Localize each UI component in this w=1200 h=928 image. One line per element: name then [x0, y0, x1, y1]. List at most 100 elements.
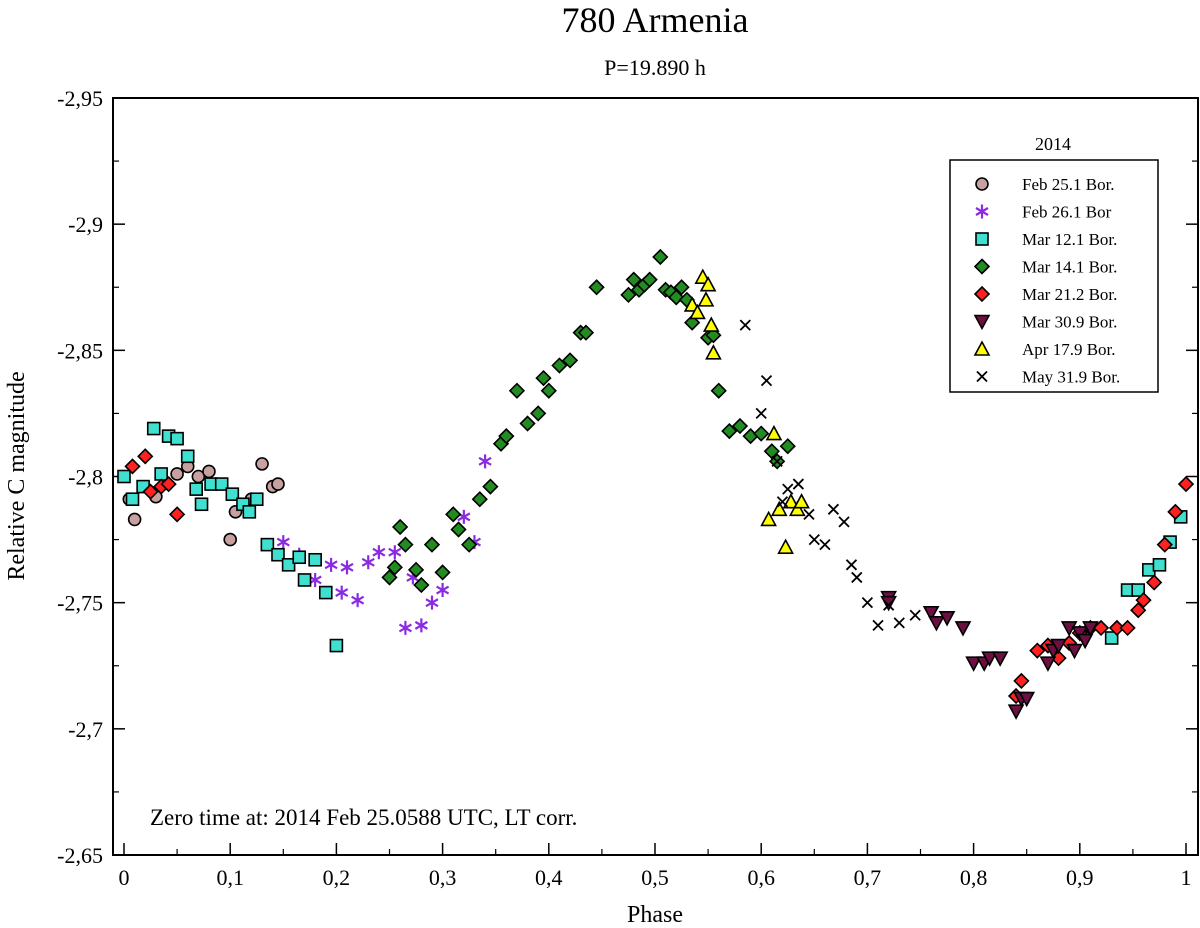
data-point	[170, 467, 184, 481]
legend-item: Feb 26.1 Bor	[975, 203, 1112, 222]
data-point	[845, 559, 858, 571]
legend-label: Apr 17.9 Bor.	[1022, 340, 1116, 359]
data-point	[1082, 621, 1099, 637]
data-point	[1177, 475, 1195, 493]
data-point	[530, 405, 547, 422]
data-point	[1119, 619, 1136, 637]
data-point	[297, 573, 312, 587]
x-tick-label: 0,7	[854, 865, 882, 890]
data-point	[407, 561, 425, 578]
legend-label: Mar 30.9 Bor.	[1022, 313, 1117, 332]
data-point	[861, 597, 874, 609]
data-point	[893, 617, 905, 629]
data-point	[577, 324, 595, 341]
data-point	[777, 538, 794, 554]
data-point	[450, 521, 467, 538]
data-point	[445, 506, 462, 523]
data-point	[461, 536, 478, 553]
data-point	[1076, 633, 1094, 650]
chart-subtitle: P=19.890 h	[604, 55, 706, 80]
data-point	[909, 609, 921, 621]
data-point	[125, 492, 140, 507]
data-point	[760, 510, 777, 527]
data-point	[413, 576, 430, 594]
data-point	[1152, 558, 1167, 572]
legend-item: May 31.9 Bor.	[976, 368, 1120, 387]
y-tick-label: -2,8	[68, 465, 103, 490]
data-point	[1167, 503, 1184, 520]
data-point	[792, 478, 805, 490]
data-point	[588, 279, 605, 296]
legend-marker	[975, 204, 989, 219]
data-point	[673, 279, 690, 296]
data-point	[1130, 602, 1147, 619]
data-point	[292, 550, 307, 565]
data-point	[1039, 656, 1057, 672]
data-point	[170, 431, 184, 446]
data-point	[689, 303, 706, 320]
data-point	[782, 493, 800, 509]
data-point	[1146, 574, 1163, 591]
data-point	[1131, 583, 1146, 597]
data-point	[788, 500, 806, 517]
data-point	[938, 611, 956, 627]
data-point	[189, 482, 204, 496]
data-point	[793, 493, 810, 509]
legend-marker	[975, 177, 989, 191]
data-point	[1007, 704, 1025, 720]
data-point	[423, 536, 441, 553]
x-axis-label: Phase	[627, 902, 683, 928]
data-point	[271, 477, 285, 491]
data-point	[381, 569, 398, 586]
data-point	[361, 555, 375, 570]
data-point	[753, 425, 770, 442]
data-point	[457, 509, 471, 524]
x-tick-label: 0	[119, 865, 130, 890]
data-point	[1156, 536, 1173, 553]
data-point	[765, 424, 783, 441]
data-point	[540, 382, 557, 399]
legend-item: Mar 14.1 Bor.	[973, 258, 1117, 277]
series-6	[683, 268, 810, 554]
series-2	[117, 421, 1188, 653]
data-point	[142, 483, 159, 500]
x-tick-label: 0,4	[535, 865, 563, 890]
y-tick-label: -2,75	[57, 591, 103, 616]
data-point	[482, 478, 499, 495]
y-axis: -2,95 -2,9 -2,85 -2,8 -2,75 -2,7 -2,65	[57, 86, 1198, 868]
data-point	[561, 352, 579, 369]
y-tick-label: -2,9	[68, 212, 103, 237]
data-point	[981, 651, 998, 667]
data-point	[425, 595, 439, 610]
legend-label: Mar 14.1 Bor.	[1022, 258, 1117, 277]
data-point	[508, 382, 526, 399]
x-tick-label: 0,2	[323, 865, 351, 890]
data-point	[827, 503, 840, 515]
data-point	[223, 532, 237, 547]
data-point	[137, 448, 154, 465]
data-point	[255, 457, 269, 471]
legend-label: Feb 26.1 Bor	[1022, 203, 1112, 222]
y-tick-label: -2,7	[68, 717, 103, 742]
data-point	[351, 593, 365, 608]
data-point	[770, 500, 788, 517]
data-points	[117, 248, 1195, 720]
data-point	[398, 620, 412, 635]
y-tick-label: -2,85	[57, 338, 103, 363]
data-point	[1050, 638, 1067, 655]
legend-marker	[973, 314, 991, 331]
data-point	[803, 508, 815, 520]
series-7	[739, 319, 921, 632]
data-point	[710, 382, 727, 399]
data-point	[1018, 691, 1036, 708]
data-point	[808, 533, 820, 546]
data-point	[180, 449, 195, 464]
data-point	[1029, 642, 1046, 659]
data-point	[702, 316, 720, 332]
data-point	[124, 458, 141, 475]
legend-item: Mar 21.2 Bor.	[973, 285, 1117, 304]
series-5	[880, 590, 1099, 720]
data-point	[249, 492, 264, 507]
data-point	[779, 438, 796, 455]
